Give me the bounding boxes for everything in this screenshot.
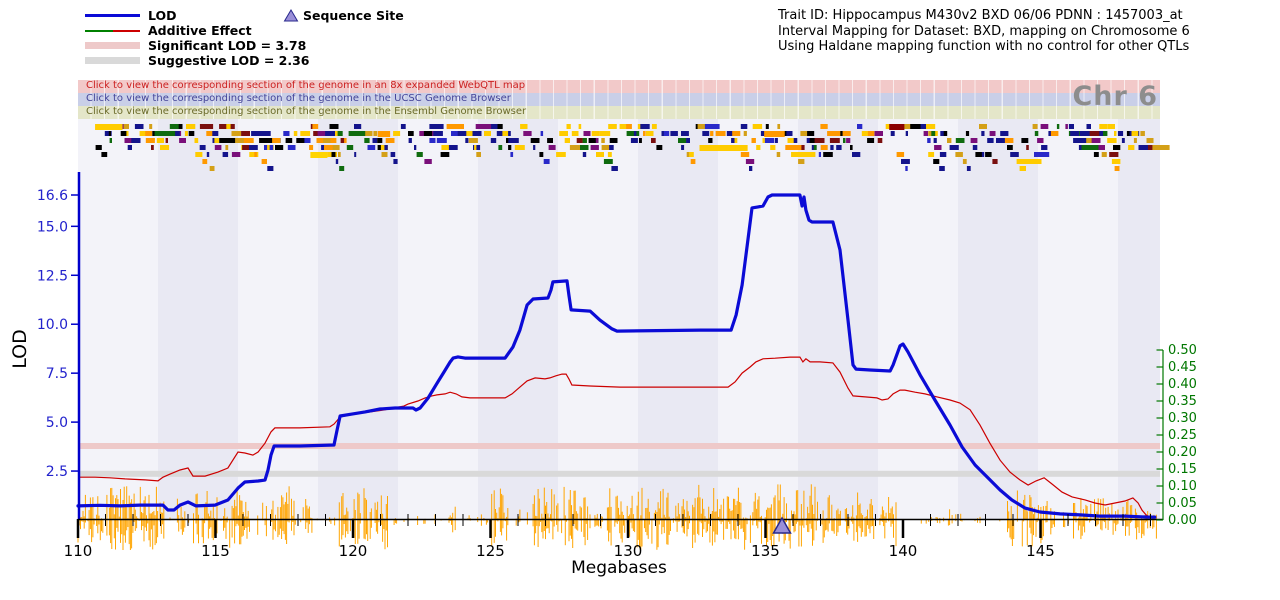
svg-text:0.35: 0.35 (1168, 394, 1197, 409)
svg-text:135: 135 (751, 542, 780, 560)
svg-text:15.0: 15.0 (37, 219, 68, 235)
legend-additive-label: Additive Effect (148, 23, 252, 38)
sequence-site-icon (283, 9, 299, 22)
trait-id-line: Trait ID: Hippocampus M430v2 BXD 06/06 P… (778, 8, 1183, 23)
svg-text:0.25: 0.25 (1168, 428, 1197, 443)
gene-track[interactable] (95, 124, 1170, 171)
significant-lod-band (78, 442, 1160, 449)
chromosome-label: Chr 6 (1072, 81, 1158, 112)
background-bands (78, 119, 1160, 520)
svg-text:115: 115 (201, 542, 230, 560)
svg-text:10.0: 10.0 (37, 317, 68, 333)
svg-text:0.10: 0.10 (1168, 479, 1197, 494)
mapping-dataset-line: Interval Mapping for Dataset: BXD, mappi… (778, 23, 1190, 39)
svg-text:125: 125 (476, 542, 505, 560)
x-axis-ticks: 110 115 120 125 130 135 140 145 (64, 514, 1151, 560)
svg-text:0.45: 0.45 (1168, 360, 1197, 375)
mapping-function-line: Using Haldane mapping function with no c… (778, 39, 1190, 54)
suggestive-lod-band (78, 470, 1160, 477)
svg-text:7.5: 7.5 (46, 366, 68, 382)
svg-text:0.20: 0.20 (1168, 445, 1197, 460)
svg-text:0.15: 0.15 (1168, 462, 1197, 477)
svg-text:0.40: 0.40 (1168, 377, 1197, 392)
legend-significant: Significant LOD = 3.78 (85, 38, 310, 53)
legend-additive: Additive Effect (85, 23, 310, 38)
additive-effect-curve (78, 356, 1150, 518)
y-axis-title: LOD (9, 329, 31, 369)
legend-significant-label: Significant LOD = 3.78 (148, 38, 307, 53)
legend-lod-label: LOD (148, 8, 177, 23)
svg-text:0.30: 0.30 (1168, 411, 1197, 426)
svg-text:0.00: 0.00 (1168, 513, 1197, 528)
legend-suggestive: Suggestive LOD = 2.36 (85, 53, 310, 68)
plot-legend: LOD Additive Effect Significant LOD = 3.… (85, 8, 310, 68)
x-axis-title: Megabases (571, 558, 667, 578)
legend-sequence-site-label: Sequence Site (303, 8, 404, 23)
svg-text:0.50: 0.50 (1168, 343, 1197, 358)
svg-text:130: 130 (614, 542, 643, 560)
svg-text:120: 120 (339, 542, 368, 560)
trait-info: Trait ID: Hippocampus M430v2 BXD 06/06 P… (778, 8, 1190, 55)
legend-lod: LOD (85, 8, 310, 23)
svg-text:5.0: 5.0 (46, 415, 68, 431)
svg-text:0.05: 0.05 (1168, 496, 1197, 511)
banner-ensembl-browser-link[interactable]: Click to view the corresponding section … (78, 106, 1160, 119)
legend-sequence-site: Sequence Site (283, 8, 404, 23)
svg-text:12.5: 12.5 (37, 268, 68, 284)
svg-text:145: 145 (1026, 542, 1055, 560)
threshold-bands (78, 442, 1160, 477)
banner-webqtl-8x-map-link[interactable]: Click to view the corresponding section … (78, 80, 1160, 93)
legend-suggestive-label: Suggestive LOD = 2.36 (148, 53, 310, 68)
lod-axis-ticks: 2.5 5.0 7.5 10.0 12.5 15.0 16.6 (37, 188, 78, 480)
svg-text:110: 110 (64, 542, 93, 560)
svg-text:140: 140 (889, 542, 918, 560)
additive-axis-ticks: 0.00 0.05 0.10 0.15 0.20 0.25 0.30 0.35 0.40 0.45… (1156, 343, 1197, 528)
svg-text:2.5: 2.5 (46, 464, 68, 480)
svg-text:16.6: 16.6 (37, 188, 68, 204)
suggestive-band-swatch (85, 57, 140, 64)
sequence-site-marker (772, 516, 792, 534)
lod-curve (76, 193, 1157, 519)
additive-line-swatch (85, 29, 140, 32)
significant-band-swatch (85, 42, 140, 49)
lod-line-swatch (85, 14, 140, 17)
banner-ucsc-browser-link[interactable]: Click to view the corresponding section … (78, 93, 1160, 106)
